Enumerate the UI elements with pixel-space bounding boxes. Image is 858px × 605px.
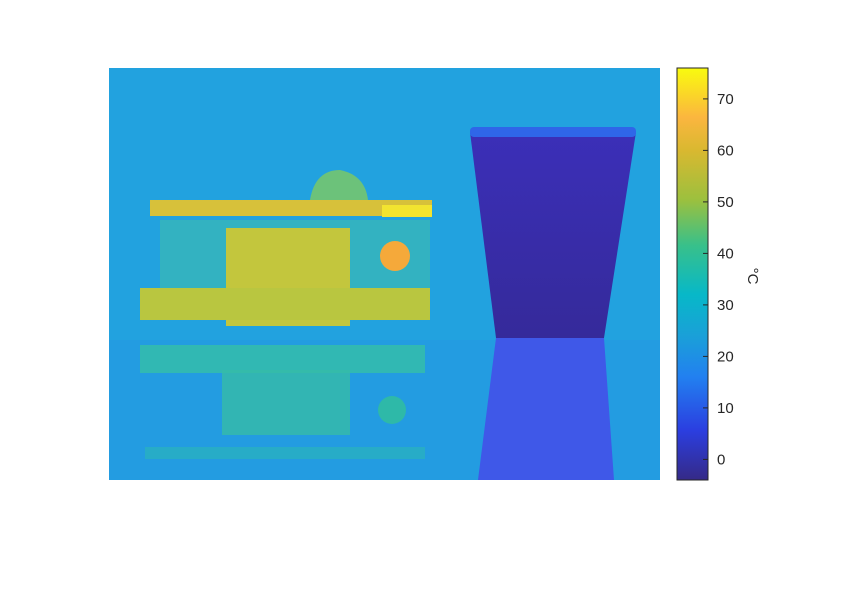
colorbar-tick-label: 10 <box>717 400 734 417</box>
device-knob <box>310 170 368 200</box>
thermal-image <box>109 68 660 480</box>
cup-reflection <box>478 338 614 480</box>
colorbar-tick-label: 50 <box>717 194 734 211</box>
device-reflection <box>140 345 425 373</box>
colorbar: 0 10 20 30 40 50 60 70 °C <box>676 67 761 481</box>
colorbar-tick-label: 60 <box>717 142 734 159</box>
device-hot-spot <box>380 241 410 271</box>
device-top-edge <box>150 200 432 216</box>
cold-cup <box>470 132 636 338</box>
colorbar-tick-label: 70 <box>717 91 734 108</box>
colorbar-tick-label: 40 <box>717 245 734 262</box>
colorbar-tick-label: 0 <box>717 451 725 468</box>
colorbar-tick-label: 30 <box>717 297 734 314</box>
device-base <box>140 288 430 320</box>
colorbar-gradient <box>676 67 709 481</box>
colorbar-label: °C <box>744 268 761 285</box>
colorbar-tick-label: 20 <box>717 348 734 365</box>
